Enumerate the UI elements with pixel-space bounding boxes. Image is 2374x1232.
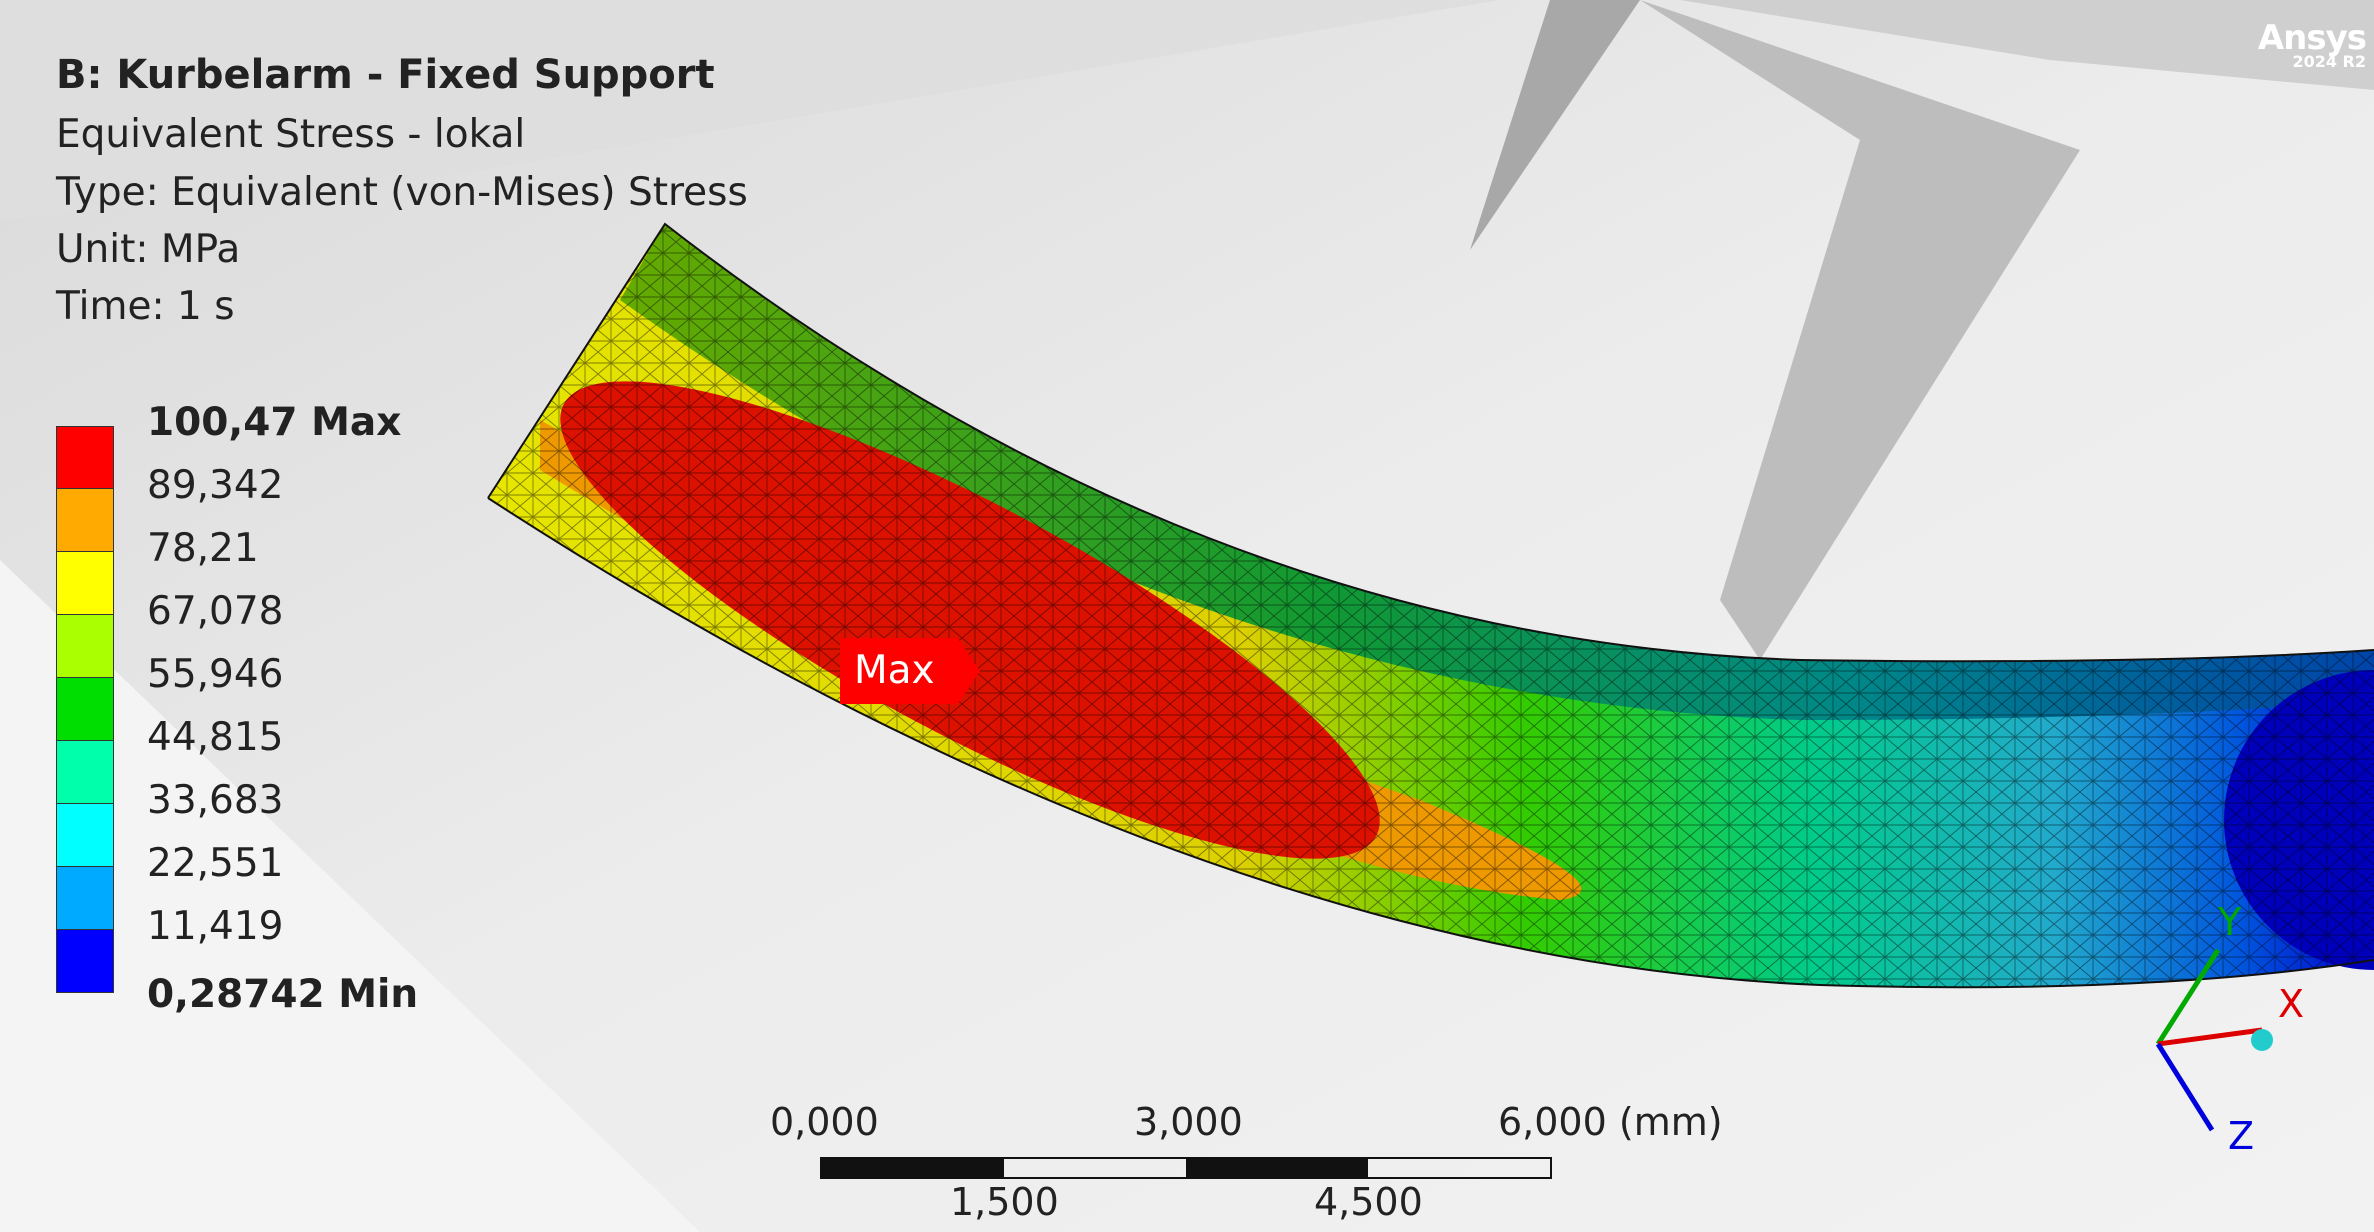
legend-value[interactable]: 78,21 [147,526,259,571]
ansys-logo: Ansys 2024 R2 [2257,18,2367,71]
result-unit: Unit: MPa [56,227,241,272]
legend-band [56,804,114,867]
mesh-overlay [488,224,2374,988]
result-type: Type: Equivalent (von-Mises) Stress [56,170,748,215]
legend-band [56,489,114,552]
triad-y-label: Y [2218,900,2242,944]
legend-color-bar[interactable] [56,426,114,993]
scale-label-1-5: 1,500 [950,1180,1059,1224]
legend-value[interactable]: 67,078 [147,589,284,634]
triad-z-label: Z [2228,1114,2255,1158]
brand-name: Ansys [2257,18,2367,58]
triad-y-axis [2155,948,2221,1046]
scale-label-0: 0,000 [770,1100,879,1144]
scale-label-3: 3,000 [1134,1100,1243,1144]
legend-band [56,741,114,804]
background-geometry [0,0,1500,220]
legend-band [56,426,114,489]
legend-band [56,930,114,993]
scale-label-4-5: 4,500 [1314,1180,1423,1224]
legend-value[interactable]: 89,342 [147,463,284,508]
crank-arm-outline [487,222,2374,989]
legend-value[interactable]: 22,551 [147,841,284,886]
result-time: Time: 1 s [56,284,235,329]
legend-value[interactable]: 33,683 [147,778,284,823]
legend-band [56,552,114,615]
max-probe-tag[interactable]: Max [840,638,980,704]
result-title: B: Kurbelarm - Fixed Support [56,52,715,98]
triad-origin-icon [2251,1029,2273,1051]
triad-x-axis [2157,1027,2263,1047]
legend-band [56,615,114,678]
scale-bar [820,1157,1552,1179]
legend-value[interactable]: 11,419 [147,904,284,949]
legend-value[interactable]: 44,815 [147,715,284,760]
result-name: Equivalent Stress - lokal [56,112,526,157]
coordinate-triad[interactable] [2155,948,2273,1132]
legend-max-label[interactable]: 100,47 Max [147,400,402,445]
scale-label-6: 6,000 (mm) [1498,1100,1723,1144]
legend-band [56,867,114,930]
background-geometry [1680,0,2374,90]
triad-x-label: X [2278,982,2305,1026]
legend-band [56,678,114,741]
legend-value[interactable]: 55,946 [147,652,284,697]
brand-version: 2024 R2 [2292,52,2366,71]
legend-min-label[interactable]: 0,28742 Min [147,972,419,1017]
triad-z-axis [2155,1042,2215,1132]
background-geometry [1640,0,2080,660]
background-geometry [1470,0,1640,250]
background-geometry [0,560,700,1232]
